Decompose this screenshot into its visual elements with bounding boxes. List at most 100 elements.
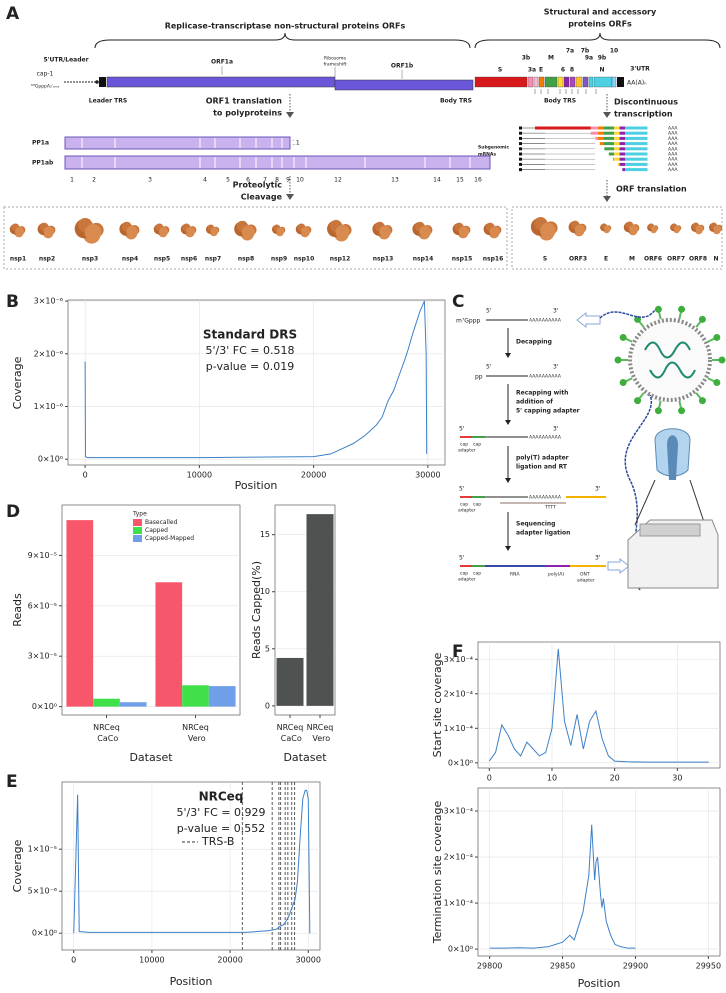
panel-letter: A [6,4,20,24]
end-label: 5' [486,308,492,315]
adapter-label: adapter [458,577,476,583]
x-tick-label: 10000 [187,471,212,480]
protein-label: nsp5 [154,256,170,263]
polya-label: AAAAAAAAAA [529,435,562,441]
step-label: ORF translation [616,185,687,194]
chart: 0×10⁰ 1×10⁻⁴ 2×10⁻⁴ 3×10⁻⁴ 29800 29850 29900 29… [431,787,721,990]
cap-dot [95,80,99,84]
sg-segment [608,152,615,156]
y-tick-label: 1×10⁻⁵ [28,845,57,854]
polya-segment-label: poly(A) [548,572,564,578]
gene-box [563,76,570,88]
polya-label: AAAAAAAAAA [529,374,562,380]
panel-letter: B [6,292,19,312]
x-tick-label: 0 [83,471,88,480]
spike-head [718,356,726,364]
protein-blob [186,226,196,236]
y-tick-label: 3×10⁻⁶ [34,297,63,306]
cap-label: cap [460,503,468,508]
sg-segment [590,131,598,135]
sg-label: Subgenomic [478,145,509,151]
brace [94,32,471,49]
gene-label: 8 [570,67,574,74]
protein-blob [673,225,681,233]
gene-label: 6 [561,67,565,74]
sg-leader [519,162,522,166]
pp-number: 2 [92,177,96,184]
rna-label: RNA [510,572,520,578]
sg-segment [604,147,615,151]
spike-head [619,333,627,341]
protein-blob [695,225,704,234]
end-label: 3' [553,308,559,315]
sg-segment [614,152,620,156]
y-tick-label: 0×10⁰ [448,945,473,954]
protein-box [3,206,508,270]
gene-box [527,76,534,88]
x-tick-label: 0 [487,774,492,783]
gene-label: 10 [610,48,618,55]
step-label: ORF1 translation [206,97,283,106]
panel-a: Replicase-transcriptase non-structural p… [3,8,723,270]
legend-swatch [133,535,142,542]
cap-label: cap [460,443,468,448]
pp-number: 13 [391,177,399,184]
spike-head [698,397,706,405]
spike-head [634,397,642,405]
protein-blob [276,227,285,236]
sg-segment [619,157,625,161]
polyprotein-label: PP1a [32,140,49,147]
polyprotein-label: PP1ab [32,160,54,167]
step-label: Cleavage [241,193,283,202]
gene-label: S [498,67,502,74]
sg-segment [603,126,615,130]
legend-label: Capped [145,527,168,534]
x-tick-label: 10 [547,774,557,783]
pore-channel [667,435,678,480]
x-tick-label: 29950 [696,962,721,971]
panel-c: 5' 3' m⁷Gppp AAAAAAAAAA Decapping 5' 3' … [456,305,726,591]
y-tick-label: 1×10⁻⁴ [444,724,473,733]
sg-segment [617,162,620,166]
protein-blob [603,225,611,233]
y-axis-label: Reads [11,593,24,627]
sg-segment [625,126,648,130]
chart: 0×10⁰ 1×10⁻⁴ 2×10⁻⁴ 3×10⁻⁴ 0 10 20 30 Start site… [431,641,721,783]
end-label: 5' [459,486,465,493]
sg-segment [603,136,615,140]
protein-blob [540,222,556,239]
x-axis-label: Position [170,975,213,988]
virus-envelope [628,318,712,402]
step-label: Sequencing [516,521,555,528]
sg-segment [595,136,598,140]
ont-label: ONT [580,572,590,578]
leader-box [99,77,106,87]
protein-box [511,206,723,270]
x-tick-label: 10000 [139,956,164,965]
bar [276,657,304,706]
protein-label: nsp13 [373,256,394,263]
polyt-label: TTTT [544,505,556,511]
sg-segment [619,152,625,156]
sg-leader [519,126,522,130]
gene-label: 3b [522,55,531,62]
end-label: 3' [553,426,559,433]
protein-label: nsp9 [271,256,287,263]
orf-label: ORF1a [211,59,233,66]
gene-label: 3a [528,67,536,74]
protein-label: nsp6 [181,256,197,263]
protein-label: S [543,256,547,263]
step-label: Recapping with [516,390,568,397]
gene-box [588,76,594,88]
end-label: 5' [459,426,465,433]
region-label: Structural and accessory [544,8,657,17]
legend-label: Capped-Mapped [145,535,194,542]
end-label: 5' [486,364,492,371]
panel-letter: C [452,292,464,312]
x-tick-label: 20000 [217,956,242,965]
cap-label: cap-1 [37,71,54,78]
arrow-head [286,194,294,200]
region-label: proteins ORFs [568,20,632,29]
protein-blob [379,225,391,238]
x-axis-label: Position [578,977,621,990]
